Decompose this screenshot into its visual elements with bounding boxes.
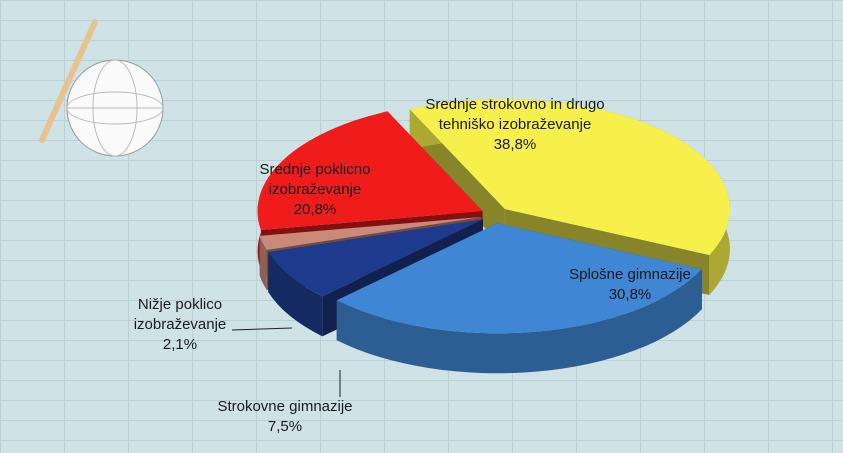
value-label: 7,5% xyxy=(185,417,385,437)
data-label: Srednje strokovno in drugo tehniško izob… xyxy=(425,95,605,155)
chart-area: Srednje strokovno in drugo tehniško izob… xyxy=(0,0,843,453)
decoration xyxy=(42,22,163,156)
slice-name: Srednje strokovno in drugo tehniško izob… xyxy=(425,95,605,135)
value-label: 30,8% xyxy=(545,285,715,305)
chart xyxy=(0,0,843,453)
slice-name: Splošne gimnazije xyxy=(545,265,715,285)
slice-name: Strokovne gimnazije xyxy=(185,397,385,417)
value-label: 20,8% xyxy=(245,200,385,220)
value-label: 2,1% xyxy=(110,335,250,355)
slice-name: Nižje poklico izobraževanje xyxy=(110,295,250,335)
value-label: 38,8% xyxy=(425,135,605,155)
slice-name: Srednje poklicno izobraževanje xyxy=(245,160,385,200)
